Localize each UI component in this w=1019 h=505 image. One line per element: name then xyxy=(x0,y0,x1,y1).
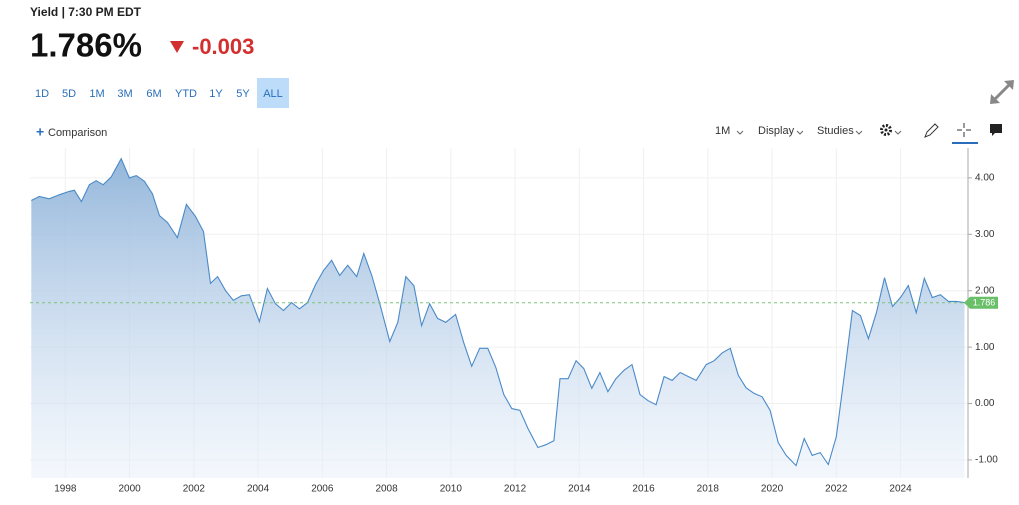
crosshair-icon[interactable] xyxy=(957,123,971,137)
x-tick-label: 2008 xyxy=(375,484,398,495)
comparison-button[interactable]: Comparison xyxy=(48,127,107,139)
y-tick-label: 0.00 xyxy=(975,398,995,409)
x-tick-label: 2010 xyxy=(440,484,463,495)
yield-line xyxy=(31,157,965,467)
last-value-label: 1.786 xyxy=(973,298,996,308)
range-selector: 1D 5D 1M 3M 6M YTD 1Y 5Y ALL xyxy=(35,78,289,108)
down-arrow xyxy=(170,41,184,53)
x-tick-label: 2006 xyxy=(311,484,334,495)
x-tick-label: 2018 xyxy=(697,484,720,495)
chevron xyxy=(736,130,744,135)
y-tick-label: 2.00 xyxy=(975,285,995,296)
x-tick-label: 2020 xyxy=(761,484,784,495)
expand-icon[interactable] xyxy=(990,80,1014,104)
range-button[interactable]: 1Y xyxy=(209,88,223,100)
x-tick-label: 2000 xyxy=(118,484,141,495)
plus-icon: + xyxy=(36,124,44,140)
last-value-badge xyxy=(964,296,998,309)
range-button[interactable]: YTD xyxy=(175,88,197,100)
interval-button[interactable]: 1M xyxy=(715,125,730,137)
range-active-bg xyxy=(257,78,289,108)
range-button[interactable]: 5Y xyxy=(236,88,250,100)
chevron xyxy=(855,130,863,135)
quote-price: 1.786% xyxy=(30,27,142,64)
x-tick-label: 2014 xyxy=(568,484,591,495)
range-button[interactable]: 6M xyxy=(146,88,161,100)
x-tick-label: 2002 xyxy=(183,484,206,495)
chevron xyxy=(796,130,804,135)
y-tick-label: -1.00 xyxy=(975,455,998,466)
x-tick-label: 2004 xyxy=(247,484,270,495)
x-tick-label: 2012 xyxy=(504,484,527,495)
area-fill xyxy=(31,158,965,478)
x-tick-label: 2016 xyxy=(632,484,655,495)
settings-icon[interactable] xyxy=(880,124,902,136)
range-button[interactable]: 1M xyxy=(89,88,104,100)
plot: 4.00 3.00 2.00 1.00 0.00 -1.00 1998 2000 2002 200… xyxy=(30,148,998,495)
range-button[interactable]: ALL xyxy=(263,88,283,100)
x-tick-label: 2022 xyxy=(825,484,848,495)
comment-icon[interactable] xyxy=(990,124,1002,136)
range-button[interactable]: 1D xyxy=(35,88,49,100)
range-button[interactable]: 5D xyxy=(62,88,76,100)
x-tick-label: 1998 xyxy=(54,484,77,495)
y-tick-label: 1.00 xyxy=(975,342,995,353)
range-button[interactable]: 3M xyxy=(117,88,132,100)
studies-button[interactable]: Studies xyxy=(817,125,854,137)
display-button[interactable]: Display xyxy=(758,125,795,137)
x-tick-label: 2024 xyxy=(889,484,912,495)
draw-icon[interactable] xyxy=(924,123,939,138)
quote-change: -0.003 xyxy=(192,34,254,59)
quote-label: Yield | 7:30 PM EDT xyxy=(30,5,142,19)
y-tick-label: 3.00 xyxy=(975,229,995,240)
y-tick-label: 4.00 xyxy=(975,173,995,184)
